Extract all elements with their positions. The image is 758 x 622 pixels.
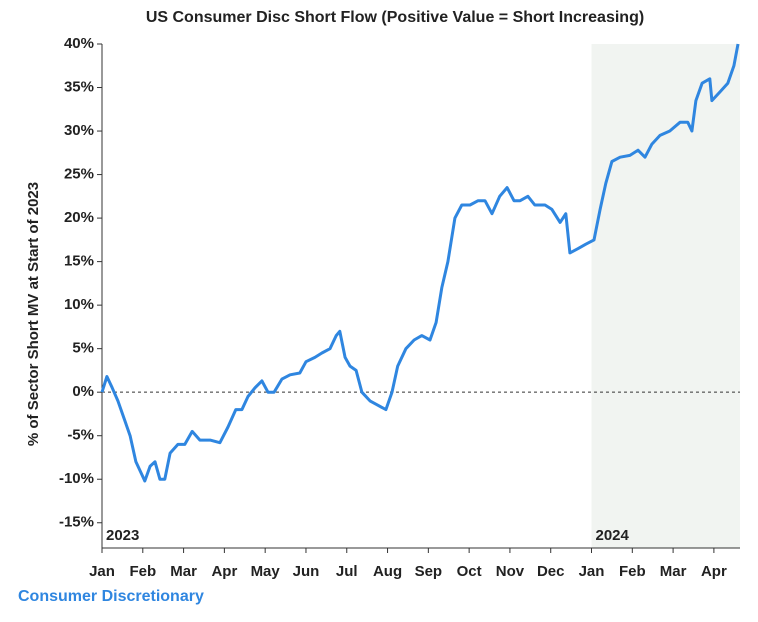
x-tick-label: Mar <box>660 563 687 580</box>
x-tick-label: Jan <box>89 563 115 580</box>
y-tick-label: 25% <box>64 166 94 183</box>
x-tick-label: Oct <box>457 563 482 580</box>
year-label: 2024 <box>596 527 630 544</box>
x-tick-label: Jan <box>579 563 605 580</box>
y-tick-label: 20% <box>64 209 94 226</box>
x-tick-label: Aug <box>373 563 402 580</box>
x-tick-label: Jun <box>293 563 320 580</box>
x-tick-label: Apr <box>701 563 727 580</box>
legend-label: Consumer Discretionary <box>18 588 204 605</box>
x-tick-label: Apr <box>211 563 237 580</box>
x-tick-label: May <box>251 563 281 580</box>
x-tick-label: Nov <box>496 563 525 580</box>
y-tick-label: -5% <box>67 427 94 444</box>
y-tick-label: 30% <box>64 122 94 139</box>
series-line <box>100 43 740 483</box>
x-tick-label: Feb <box>129 563 156 580</box>
y-tick-label: -15% <box>59 514 94 531</box>
y-tick-label: -10% <box>59 470 94 487</box>
x-tick-label: Feb <box>619 563 646 580</box>
x-tick-label: Sep <box>415 563 443 580</box>
x-tick-label: Jul <box>336 563 358 580</box>
chart-title: US Consumer Disc Short Flow (Positive Va… <box>146 9 644 26</box>
year-label: 2023 <box>106 527 139 544</box>
shaded-region <box>591 44 740 548</box>
y-tick-label: 40% <box>64 35 94 52</box>
y-tick-label: 5% <box>72 340 94 357</box>
y-tick-label: 0% <box>72 383 94 400</box>
x-tick-label: Dec <box>537 563 565 580</box>
y-tick-label: 10% <box>64 296 94 313</box>
x-tick-label: Mar <box>170 563 197 580</box>
y-axis-label: % of Sector Short MV at Start of 2023 <box>25 182 42 446</box>
y-tick-label: 15% <box>64 253 94 270</box>
y-tick-label: 35% <box>64 78 94 95</box>
